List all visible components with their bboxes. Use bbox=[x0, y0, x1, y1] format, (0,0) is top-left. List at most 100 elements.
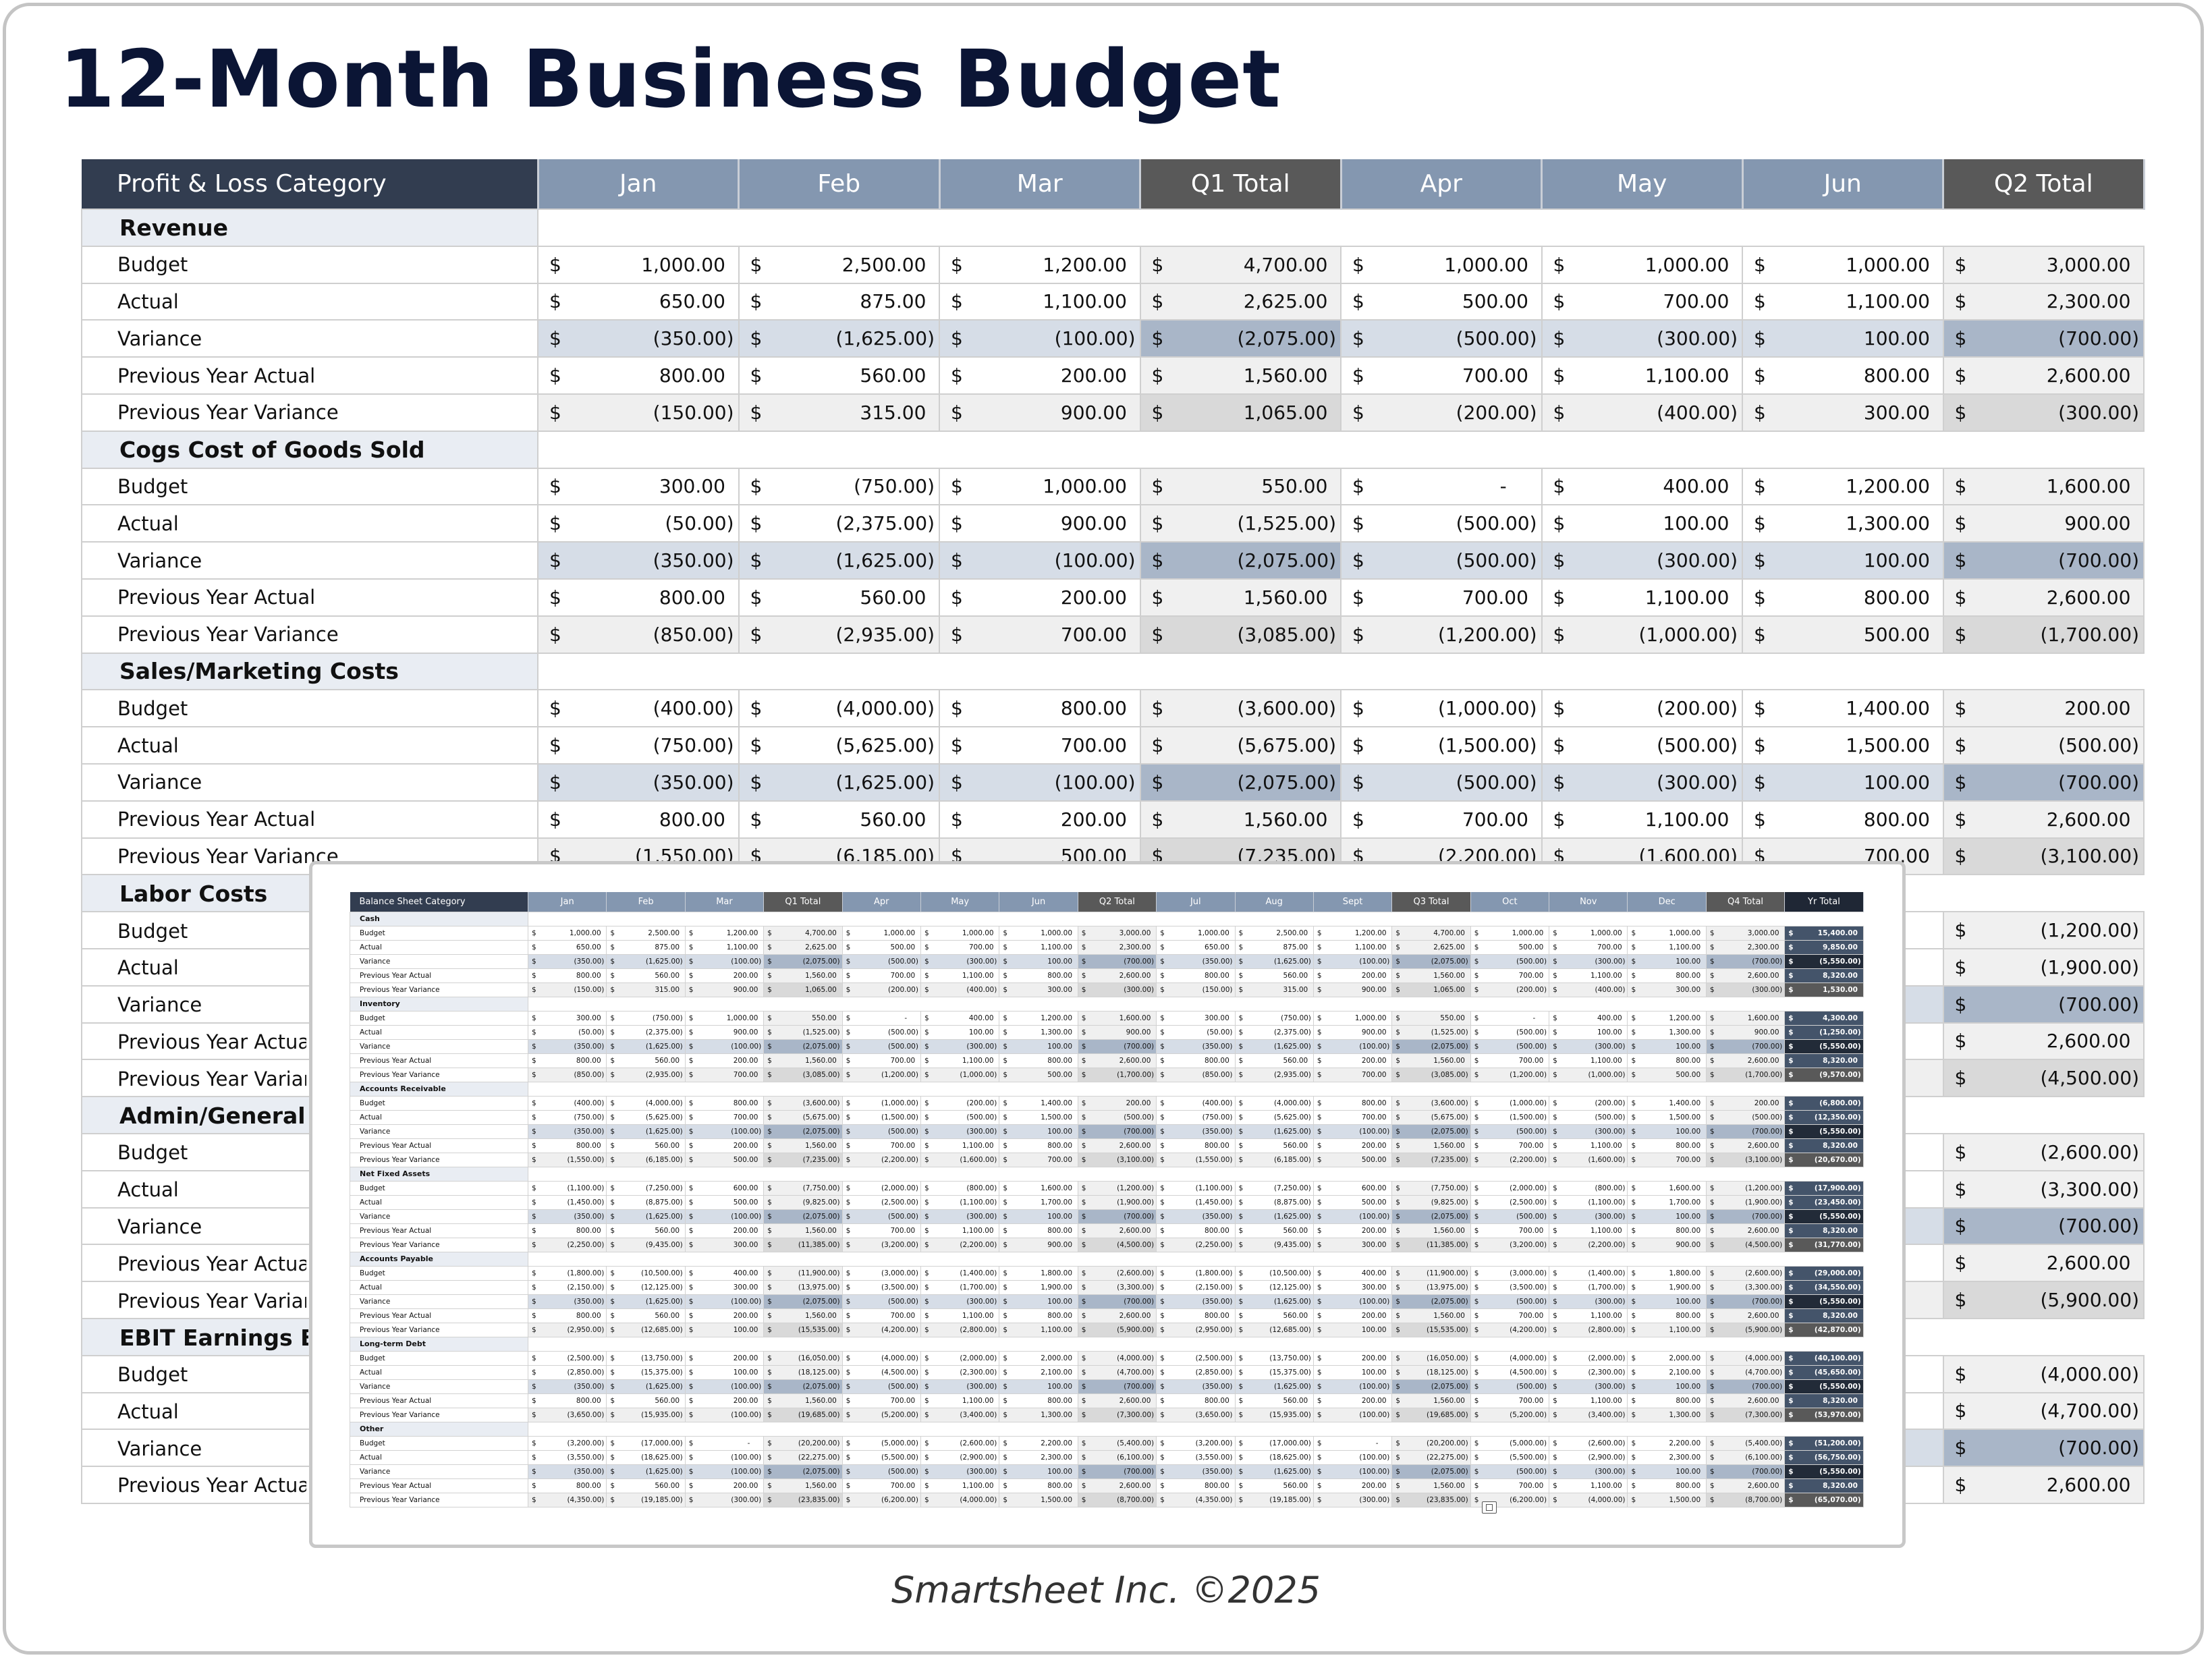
value-cell[interactable]: $ (700.00) bbox=[1942, 1207, 2145, 1246]
value-cell[interactable]: $ (700.00) bbox=[1705, 1038, 1786, 1054]
value-cell[interactable]: $ (2,075.00) bbox=[763, 1038, 843, 1054]
value-cell[interactable]: $800.00 bbox=[999, 1138, 1078, 1153]
value-cell[interactable]: $900.00 bbox=[684, 982, 765, 997]
value-cell[interactable]: $800.00 bbox=[999, 1053, 1078, 1068]
value-cell[interactable]: $ (3,000.00) bbox=[841, 1265, 921, 1281]
value-cell[interactable]: $ (2,075.00) bbox=[1139, 763, 1342, 802]
value-cell[interactable]: $ (200.00) bbox=[841, 982, 921, 997]
value-cell[interactable]: $15,400.00 bbox=[1784, 925, 1864, 941]
value-cell[interactable]: $560.00 bbox=[1234, 1478, 1314, 1493]
value-cell[interactable]: $560.00 bbox=[1234, 1138, 1314, 1153]
value-cell[interactable]: $1,800.00 bbox=[999, 1265, 1078, 1281]
value-cell[interactable]: $ (2,000.00) bbox=[1470, 1180, 1550, 1196]
value-cell[interactable]: $1,200.00 bbox=[1312, 925, 1393, 941]
value-cell[interactable]: $ (700.00) bbox=[1705, 953, 1786, 969]
value-cell[interactable]: $ (4,500.00) bbox=[1942, 1059, 2145, 1098]
value-cell[interactable]: $ (2,075.00) bbox=[1391, 1038, 1471, 1054]
value-cell[interactable]: $1,100.00 bbox=[920, 1478, 1000, 1493]
value-cell[interactable]: $200.00 bbox=[1312, 1478, 1393, 1493]
value-cell[interactable]: $ (2,500.00) bbox=[1470, 1194, 1550, 1210]
value-cell[interactable]: $560.00 bbox=[1234, 1053, 1314, 1068]
value-cell[interactable]: $1,100.00 bbox=[920, 1308, 1000, 1323]
value-cell[interactable]: $800.00 bbox=[999, 1478, 1078, 1493]
value-cell[interactable]: $ (12,685.00) bbox=[1234, 1322, 1314, 1337]
value-cell[interactable]: $ (300.00) bbox=[1549, 1379, 1628, 1394]
value-cell[interactable]: $ (100.00) bbox=[1312, 1407, 1393, 1422]
value-cell[interactable]: $700.00 bbox=[1627, 1152, 1707, 1167]
value-cell[interactable]: $4,700.00 bbox=[763, 925, 843, 941]
value-cell[interactable]: $2,600.00 bbox=[1077, 1138, 1157, 1153]
value-cell[interactable]: $800.00 bbox=[527, 1478, 607, 1493]
value-cell[interactable]: $ (1,625.00) bbox=[606, 1464, 686, 1479]
value-cell[interactable]: $900.00 bbox=[1312, 982, 1393, 997]
value-cell[interactable]: $700.00 bbox=[1470, 1053, 1550, 1068]
value-cell[interactable]: $ (5,000.00) bbox=[841, 1435, 921, 1451]
value-cell[interactable]: $ (500.00) bbox=[841, 1038, 921, 1054]
value-cell[interactable]: $100.00 bbox=[1627, 1124, 1707, 1139]
value-cell[interactable]: $ (13,750.00) bbox=[1234, 1350, 1314, 1366]
value-cell[interactable]: $ (1,800.00) bbox=[527, 1265, 607, 1281]
value-cell[interactable]: $ (2,200.00) bbox=[1549, 1237, 1628, 1252]
value-cell[interactable]: $300.00 bbox=[1312, 1237, 1393, 1252]
value-cell[interactable]: $500.00 bbox=[1627, 1067, 1707, 1082]
value-cell[interactable]: $1,900.00 bbox=[1627, 1279, 1707, 1295]
value-cell[interactable]: $700.00 bbox=[1470, 1478, 1550, 1493]
value-cell[interactable]: $700.00 bbox=[1470, 968, 1550, 983]
value-cell[interactable]: $ (3,085.00) bbox=[1391, 1067, 1471, 1082]
value-cell[interactable]: $ - bbox=[1470, 1010, 1550, 1026]
value-cell[interactable]: $100.00 bbox=[999, 1379, 1078, 1394]
value-cell[interactable]: $ (20,200.00) bbox=[763, 1435, 843, 1451]
value-cell[interactable]: $ (2,935.00) bbox=[1234, 1067, 1314, 1082]
value-cell[interactable]: $200.00 bbox=[1312, 1393, 1393, 1408]
value-cell[interactable]: $ (3,650.00) bbox=[527, 1407, 607, 1422]
value-cell[interactable]: $ (4,000.00) bbox=[1942, 1354, 2145, 1393]
value-cell[interactable]: $1,560.00 bbox=[1391, 1478, 1471, 1493]
value-cell[interactable]: $ - bbox=[1340, 467, 1543, 506]
value-cell[interactable]: $ (4,700.00) bbox=[1077, 1364, 1157, 1380]
value-cell[interactable]: $ (4,000.00) bbox=[1234, 1095, 1314, 1111]
value-cell[interactable]: $ (3,200.00) bbox=[1470, 1237, 1550, 1252]
value-cell[interactable]: $ (2,075.00) bbox=[763, 1464, 843, 1479]
value-cell[interactable]: $ (5,550.00) bbox=[1784, 1209, 1864, 1224]
value-cell[interactable]: $ (17,000.00) bbox=[1234, 1435, 1314, 1451]
value-cell[interactable]: $ (5,500.00) bbox=[1470, 1449, 1550, 1465]
value-cell[interactable]: $ (50.00) bbox=[1156, 1024, 1236, 1040]
value-cell[interactable]: $2,500.00 bbox=[738, 245, 940, 284]
value-cell[interactable]: $ (2,250.00) bbox=[1156, 1237, 1236, 1252]
value-cell[interactable]: $ (1,625.00) bbox=[606, 1038, 686, 1054]
value-cell[interactable]: $ (4,000.00) bbox=[1549, 1492, 1628, 1507]
value-cell[interactable]: $ (300.00) bbox=[1541, 541, 1743, 580]
value-cell[interactable]: $1,100.00 bbox=[1541, 578, 1743, 617]
value-cell[interactable]: $ (5,550.00) bbox=[1784, 1038, 1864, 1054]
value-cell[interactable]: $ (1,000.00) bbox=[1541, 615, 1743, 654]
value-cell[interactable]: $ (4,200.00) bbox=[841, 1322, 921, 1337]
value-cell[interactable]: $ (500.00) bbox=[1470, 1024, 1550, 1040]
value-cell[interactable]: $800.00 bbox=[1627, 1138, 1707, 1153]
value-cell[interactable]: $ (3,085.00) bbox=[763, 1067, 843, 1082]
value-cell[interactable]: $560.00 bbox=[738, 800, 940, 839]
value-cell[interactable]: $1,100.00 bbox=[920, 1393, 1000, 1408]
value-cell[interactable]: $200.00 bbox=[1312, 1350, 1393, 1366]
value-cell[interactable]: $2,000.00 bbox=[1627, 1350, 1707, 1366]
value-cell[interactable]: $700.00 bbox=[1312, 1109, 1393, 1125]
value-cell[interactable]: $1,000.00 bbox=[1627, 925, 1707, 941]
value-cell[interactable]: $ (3,100.00) bbox=[1077, 1152, 1157, 1167]
value-cell[interactable]: $ (3,600.00) bbox=[1139, 689, 1342, 728]
value-cell[interactable]: $2,600.00 bbox=[1705, 1393, 1786, 1408]
value-cell[interactable]: $ (12,685.00) bbox=[606, 1322, 686, 1337]
value-cell[interactable]: $ (5,400.00) bbox=[1077, 1435, 1157, 1451]
value-cell[interactable]: $ (350.00) bbox=[527, 953, 607, 969]
value-cell[interactable]: $ (300.00) bbox=[920, 1209, 1000, 1224]
value-cell[interactable]: $1,560.00 bbox=[1139, 800, 1342, 839]
value-cell[interactable]: $ (100.00) bbox=[684, 1294, 765, 1309]
value-cell[interactable]: $ (19,185.00) bbox=[1234, 1492, 1314, 1507]
value-cell[interactable]: $875.00 bbox=[738, 282, 940, 321]
value-cell[interactable]: $200.00 bbox=[684, 1350, 765, 1366]
value-cell[interactable]: $ - bbox=[841, 1010, 921, 1026]
value-cell[interactable]: $ (4,350.00) bbox=[1156, 1492, 1236, 1507]
value-cell[interactable]: $500.00 bbox=[1742, 615, 1944, 654]
value-cell[interactable]: $700.00 bbox=[841, 968, 921, 983]
value-cell[interactable]: $100.00 bbox=[1627, 1379, 1707, 1394]
value-cell[interactable]: $700.00 bbox=[841, 1478, 921, 1493]
value-cell[interactable]: $ (8,875.00) bbox=[1234, 1194, 1314, 1210]
